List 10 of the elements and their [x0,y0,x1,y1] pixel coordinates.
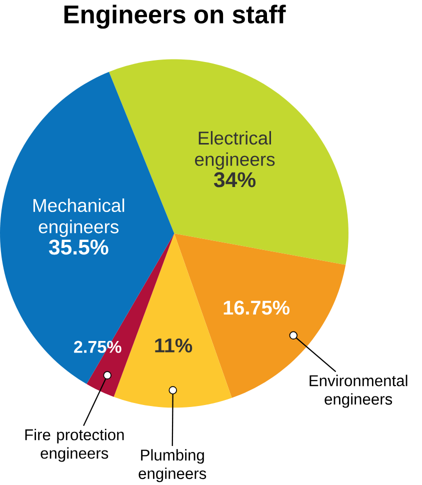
data-label: 16.75% [224,300,290,315]
slice-label: Mechanical engineers [34,198,124,237]
chart-title: Engineers on staff [64,4,286,29]
data-label: 34% [214,172,256,188]
slice-label: Environmental engineers [310,374,408,408]
data-label: 35.5% [49,240,109,255]
slice-label: Electrical engineers [195,131,275,170]
slice-label: Fire protection engineers [26,428,124,462]
data-label: 11% [155,338,192,352]
slice-label: Plumbing engineers [138,449,206,482]
